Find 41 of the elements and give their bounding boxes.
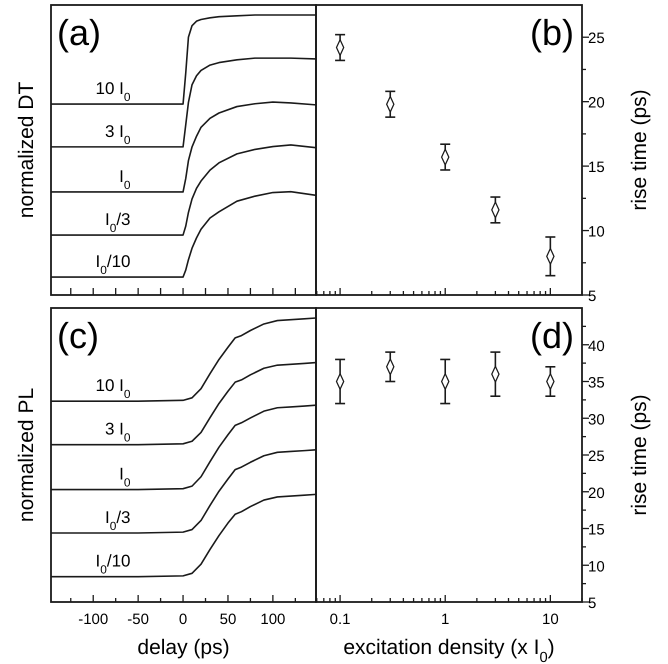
annotation: (d) — [530, 315, 574, 356]
x-tick-label: 50 — [220, 611, 236, 628]
y-axis-title: rise time (ps) — [628, 89, 651, 211]
annotation: (a) — [57, 12, 101, 53]
series-label: 10 I$_{0}$ — [96, 376, 131, 402]
x-tick-label: 100 — [260, 611, 286, 628]
y-tick-label: 30 — [588, 411, 605, 428]
y-tick-label: 5 — [588, 288, 596, 305]
x-tick-label: 0.1 — [330, 611, 351, 628]
y-tick-label: 10 — [588, 224, 605, 241]
x-tick-label: -50 — [127, 611, 149, 628]
y-tick-label: 25 — [588, 30, 605, 48]
y-axis-title: normalized DT — [15, 82, 38, 218]
x-axis-title: excitation density (x I$_{0}$) — [343, 636, 555, 664]
annotation: (b) — [530, 12, 574, 53]
series-label: I$_{0}$/10 — [96, 552, 130, 577]
y-tick-label: 35 — [588, 374, 605, 392]
y-tick-label: 15 — [588, 522, 605, 538]
y-tick-label: 5 — [588, 595, 596, 612]
series-label: 3 I$_{0}$ — [104, 420, 131, 445]
y-tick-label: 15 — [588, 159, 605, 176]
y-tick-label: 10 — [588, 558, 605, 576]
y-axis-title: normalized PL — [15, 388, 38, 522]
x-tick-label: 10 — [542, 611, 559, 628]
series-label: I$_{0}$ — [119, 166, 131, 192]
series-label: I$_{0}$/10 — [96, 252, 130, 278]
x-tick-label: 1 — [441, 611, 450, 628]
series-label: I$_{0}$/3 — [104, 210, 130, 236]
y-tick-label: 25 — [588, 448, 605, 465]
series-label: 3 I$_{0}$ — [104, 122, 131, 147]
y-tick-label: 40 — [588, 338, 605, 355]
x-axis-title: delay (ps) — [137, 636, 230, 659]
y-tick-label: 20 — [588, 94, 605, 112]
series-label: 10 I$_{0}$ — [96, 79, 131, 104]
x-tick-label: -100 — [78, 611, 108, 628]
y-tick-label: 20 — [588, 484, 605, 502]
y-axis-title: rise time (ps) — [628, 394, 651, 516]
x-tick-label: 0 — [178, 611, 188, 628]
annotation: (c) — [57, 315, 99, 356]
series-label: I$_{0}$/3 — [104, 508, 130, 533]
series-label: I$_{0}$ — [119, 464, 131, 490]
